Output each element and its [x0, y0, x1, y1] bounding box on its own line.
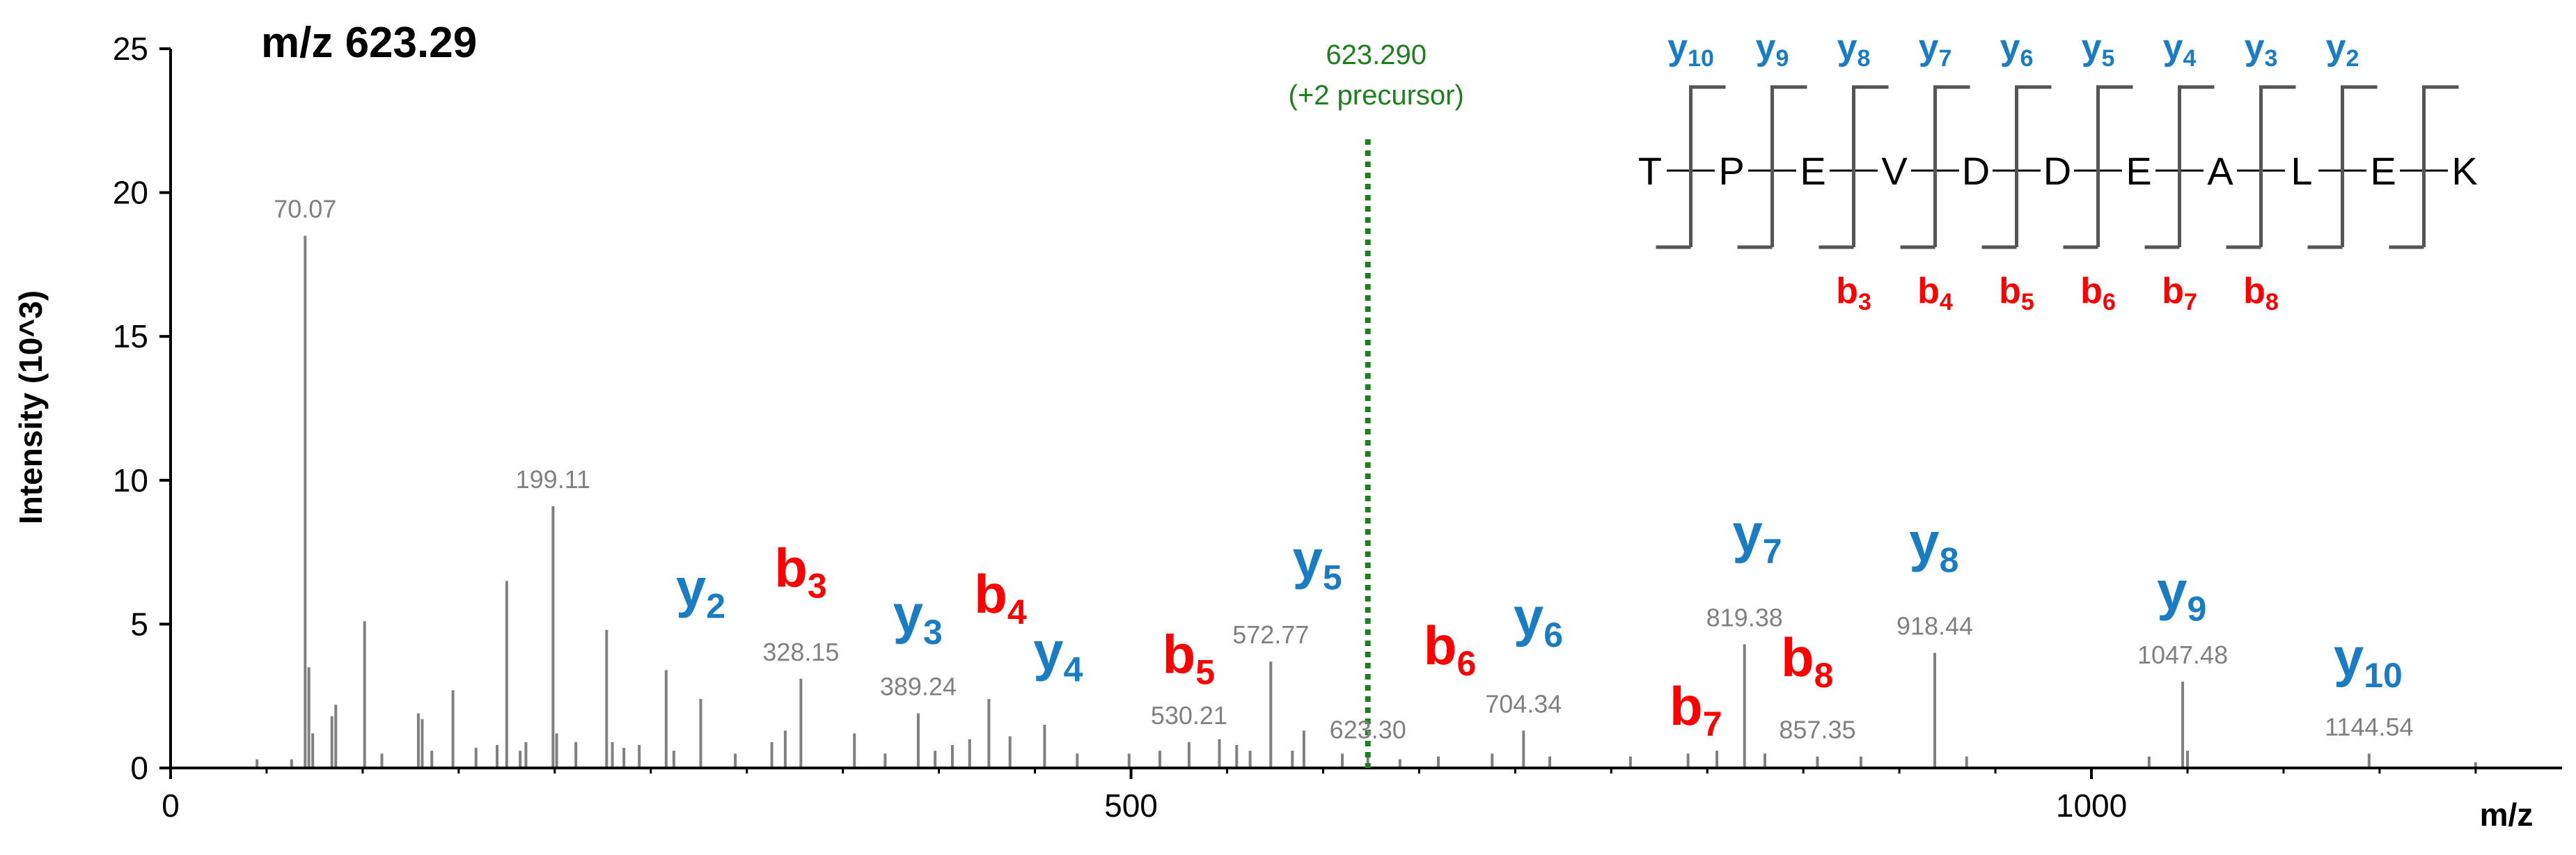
sequence-b-ion: b6 [2080, 271, 2116, 315]
x-tick-label: 1000 [2056, 787, 2127, 824]
peak-label: 857.35 [1779, 715, 1855, 744]
sequence-residue: E [2370, 149, 2396, 193]
b-ion-label: b8 [1781, 627, 1833, 695]
peak-label: 918.44 [1896, 612, 1973, 641]
sequence-b-ion: b3 [1836, 271, 1871, 315]
fragment-cleavage-bracket [1737, 85, 1807, 249]
fragment-cleavage-bracket [2389, 85, 2459, 249]
y-ion-label: y8 [1909, 511, 1958, 579]
peak-label: 1144.54 [2325, 712, 2413, 741]
fragment-cleavage-bracket [2226, 85, 2296, 249]
peak-label: 328.15 [762, 638, 839, 666]
peak-label: 819.38 [1706, 603, 1783, 632]
sequence-y-ion: y5 [2082, 27, 2115, 72]
y-ion-label: y6 [1514, 586, 1563, 654]
b-ion-label: b5 [1163, 624, 1215, 692]
y-ion-label: y5 [1293, 528, 1342, 597]
peak-label: 623.30 [1330, 715, 1406, 744]
sequence-residue: V [1881, 149, 1908, 193]
b-ion-label: b7 [1670, 675, 1722, 744]
peak-label: 199.11 [516, 465, 590, 494]
sequence-residue: K [2451, 149, 2477, 193]
peak-label: 704.34 [1485, 689, 1562, 718]
y-tick-label: 10 [113, 462, 148, 499]
x-tick-label: 500 [1104, 787, 1158, 824]
y-ion-label: y4 [1033, 621, 1083, 689]
sequence-y-ion: y8 [1837, 27, 1871, 72]
peak-label: 389.24 [880, 672, 957, 700]
fragment-cleavage-bracket [2063, 85, 2133, 249]
sequence-b-ion: b8 [2243, 271, 2279, 315]
x-tick-label: 0 [162, 787, 180, 824]
peak-labels-layer: 70.07 199.11 328.15 389.24 530.21 572.77 623.3… [274, 195, 2413, 744]
sequence-b-ion: b4 [1917, 271, 1953, 315]
sequence-residue: E [2126, 149, 2151, 193]
fragment-cleavage-bracket [2307, 85, 2378, 249]
chart-title: m/z 623.29 [261, 19, 477, 67]
sequence-y-ion: y10 [1667, 27, 1714, 72]
fragment-cleavage-bracket [1900, 85, 1970, 249]
sequence-b-ion: b5 [1999, 271, 2034, 315]
b-ion-label: b6 [1424, 615, 1476, 683]
sequence-residue: D [2043, 149, 2071, 193]
sequence-y-ion: y9 [1756, 27, 1789, 72]
y-tick-label: 15 [113, 318, 148, 354]
y-ion-label: y10 [2334, 627, 2403, 695]
x-axis-label: m/z [2480, 797, 2534, 833]
sequence-residue: T [1638, 149, 1662, 193]
precursor-label: 623.290 [1326, 40, 1427, 70]
sequence-y-ion: y4 [2163, 27, 2197, 72]
peak-label: 1047.48 [2137, 641, 2228, 669]
sequence-residue: D [1962, 149, 1990, 193]
precursor-layer: 623.290 (+2 precursor) [1289, 40, 1464, 768]
sequence-y-ion: y7 [1919, 27, 1952, 72]
y-tick-label: 0 [130, 750, 148, 786]
fragment-cleavage-bracket [2144, 85, 2215, 249]
y-ion-label: y7 [1732, 503, 1782, 571]
b-ion-label: b4 [974, 563, 1027, 632]
fragment-cleavage-bracket [1656, 85, 1726, 249]
y-axis-label: Intensity (10^3) [13, 290, 49, 524]
sequence-residue: P [1718, 149, 1744, 193]
precursor-note: (+2 precursor) [1289, 80, 1464, 111]
sequence-residue: E [1800, 149, 1825, 193]
ticks-layer: 0 5 10 15 20 25 0 500 1000 [113, 31, 2477, 824]
y-ion-label: y3 [893, 583, 943, 652]
peaks-layer [256, 235, 2477, 768]
sequence-y-ion: y3 [2245, 27, 2278, 72]
sequence-b-ion: b7 [2162, 271, 2197, 315]
sequence-y-ion: y6 [2000, 27, 2034, 72]
fragment-cleavage-bracket [1819, 85, 1889, 249]
peak-label: 70.07 [274, 195, 336, 223]
peak-label: 572.77 [1232, 620, 1309, 649]
fragment-cleavage-bracket [1981, 85, 2052, 249]
y-tick-label: 5 [130, 606, 148, 642]
y-ion-label: y2 [676, 558, 725, 626]
sequence-residue: L [2291, 149, 2312, 193]
y-ion-label: y9 [2157, 560, 2206, 629]
sequence-residue: A [2207, 149, 2233, 193]
y-tick-label: 25 [113, 31, 148, 67]
b-ion-label: b3 [774, 538, 826, 606]
sequence-y-ion: y2 [2326, 27, 2359, 72]
y-tick-label: 20 [113, 175, 148, 211]
peak-label: 530.21 [1151, 701, 1227, 730]
